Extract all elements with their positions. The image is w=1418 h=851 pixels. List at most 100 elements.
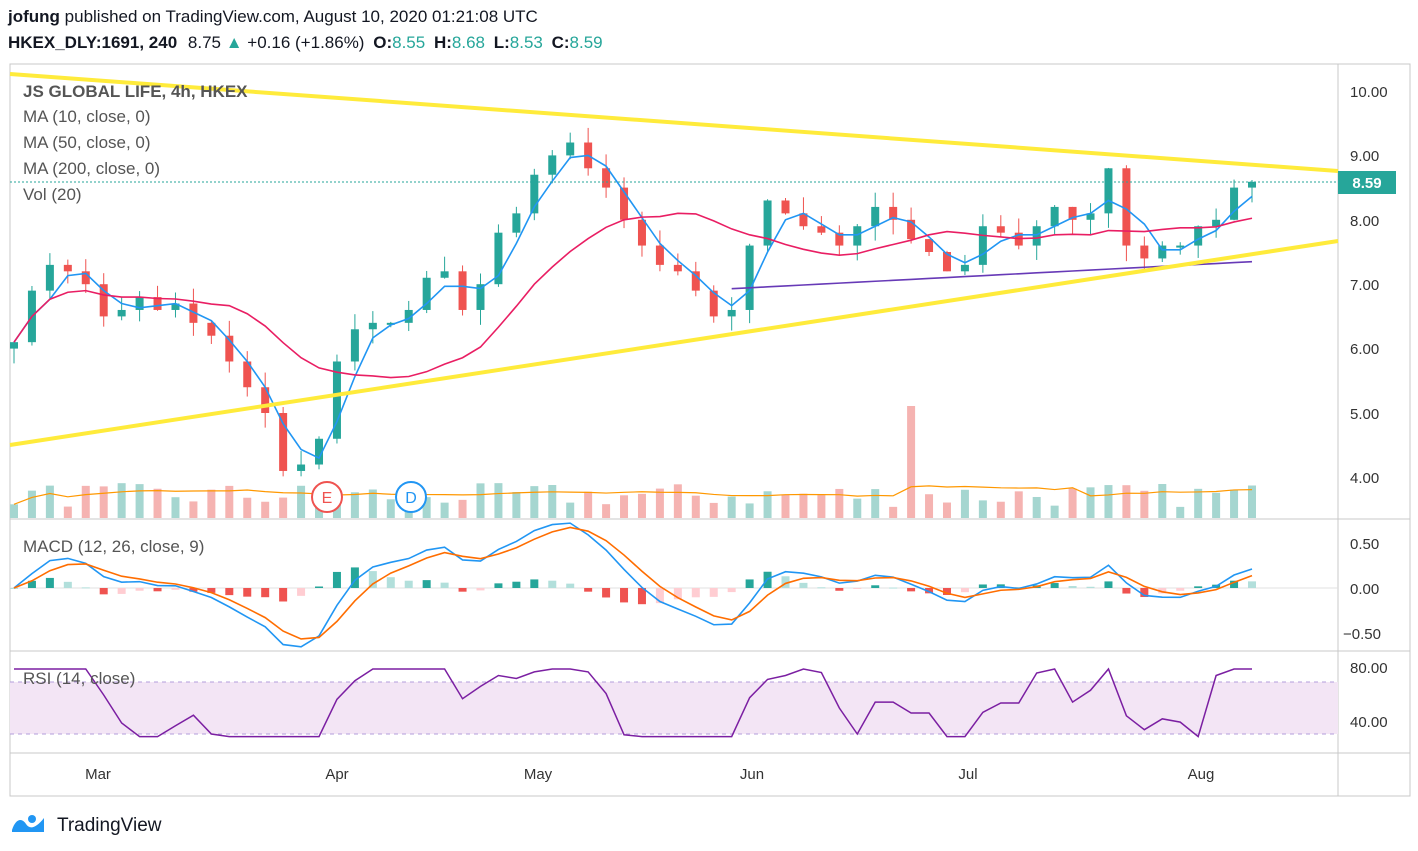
time-tick: Mar bbox=[85, 766, 111, 783]
macd-histogram-bar bbox=[458, 588, 467, 592]
candle-body bbox=[99, 284, 108, 317]
macd-histogram-bar bbox=[673, 588, 682, 600]
volume-ma-line bbox=[13, 485, 1253, 505]
candle-body bbox=[871, 206, 880, 227]
volume-bar bbox=[45, 485, 54, 518]
macd-histogram-bar bbox=[1122, 588, 1131, 594]
volume-bar bbox=[817, 495, 826, 518]
volume-bar bbox=[889, 506, 898, 518]
candle-body bbox=[1068, 206, 1077, 220]
volume-bar bbox=[960, 489, 969, 518]
candle-body bbox=[207, 322, 216, 336]
volume-bar bbox=[494, 483, 503, 518]
brand-label: TradingView bbox=[56, 815, 162, 837]
macd-histogram-bar bbox=[315, 586, 324, 588]
macd-histogram-bar bbox=[548, 580, 557, 588]
volume-bar bbox=[243, 497, 252, 518]
ma50-line bbox=[13, 212, 1253, 379]
volume-bar bbox=[673, 484, 682, 518]
macd-histogram-bar bbox=[709, 588, 718, 597]
earnings-marker[interactable]: E bbox=[311, 481, 343, 513]
macd-histogram-bar bbox=[889, 587, 898, 589]
volume-bar bbox=[1230, 489, 1239, 518]
macd-histogram-bar bbox=[1158, 588, 1167, 594]
candle-body bbox=[45, 264, 54, 291]
macd-tick: 0.00 bbox=[1350, 581, 1379, 598]
high-label: H: bbox=[433, 33, 452, 52]
volume-bar bbox=[620, 495, 629, 518]
high-value: 8.68 bbox=[451, 33, 485, 52]
candle-body bbox=[261, 387, 270, 413]
macd-histogram bbox=[10, 567, 1256, 605]
macd-axis[interactable]: 0.50 0.00 −0.50 bbox=[1343, 536, 1381, 643]
volume-bar bbox=[207, 489, 216, 518]
legend-macd[interactable]: MACD (12, 26, close, 9) bbox=[23, 537, 204, 556]
macd-histogram-bar bbox=[135, 588, 144, 591]
price-value: 8.75 bbox=[187, 33, 221, 52]
volume-bar bbox=[745, 503, 754, 518]
candle-body bbox=[1032, 226, 1041, 246]
volume-bar bbox=[1158, 484, 1167, 518]
macd-histogram-bar bbox=[745, 579, 754, 588]
rsi-axis[interactable]: 80.00 40.00 bbox=[1350, 660, 1388, 731]
price-tick: 10.00 bbox=[1350, 84, 1388, 101]
volume-bar bbox=[1104, 485, 1113, 518]
macd-histogram-bar bbox=[1140, 588, 1149, 598]
macd-histogram-bar bbox=[655, 588, 664, 604]
macd-histogram-bar bbox=[1104, 581, 1113, 588]
volume-bar bbox=[368, 489, 377, 518]
candle-body bbox=[189, 303, 198, 323]
candle-body bbox=[1194, 226, 1203, 246]
price-tick: 5.00 bbox=[1350, 406, 1379, 423]
candle-body bbox=[332, 361, 341, 439]
author-name[interactable]: jofung bbox=[8, 7, 60, 26]
upper-trendline[interactable] bbox=[9, 72, 1339, 173]
macd-histogram-bar bbox=[243, 588, 252, 597]
macd-histogram-bar bbox=[1230, 580, 1239, 588]
candle-body bbox=[171, 303, 180, 310]
volume-bar bbox=[1014, 491, 1023, 518]
candle-body bbox=[512, 213, 521, 233]
macd-histogram-bar bbox=[727, 588, 736, 593]
legend-rsi[interactable]: RSI (14, close) bbox=[23, 669, 135, 688]
low-value: 8.53 bbox=[509, 33, 543, 52]
candle-body bbox=[1158, 245, 1167, 259]
legend-ma200[interactable]: MA (200, close, 0) bbox=[23, 159, 160, 178]
macd-histogram-bar bbox=[27, 580, 36, 588]
volume-bar bbox=[63, 506, 72, 518]
candle-body bbox=[1104, 168, 1113, 214]
candle-body bbox=[1122, 168, 1131, 246]
price-axis[interactable]: 10.00 9.00 8.00 7.00 6.00 5.00 4.00 bbox=[1350, 84, 1388, 487]
earnings-marker-label: E bbox=[322, 490, 333, 507]
macd-histogram-bar bbox=[960, 588, 969, 593]
dividend-marker[interactable]: D bbox=[395, 481, 427, 513]
candle-body bbox=[530, 174, 539, 214]
candle-body bbox=[386, 322, 395, 325]
time-axis[interactable]: Mar Apr May Jun Jul Aug bbox=[85, 766, 1214, 783]
ma10-line bbox=[13, 154, 1253, 460]
lower-trendline[interactable] bbox=[9, 239, 1339, 447]
legend-ma50[interactable]: MA (50, close, 0) bbox=[23, 133, 151, 152]
candle-body bbox=[835, 232, 844, 246]
macd-histogram-bar bbox=[332, 571, 341, 588]
macd-histogram-bar bbox=[1248, 581, 1256, 588]
volume-bar bbox=[871, 489, 880, 518]
candle-body bbox=[1050, 206, 1059, 227]
candle-body bbox=[907, 219, 916, 240]
candle-body bbox=[799, 213, 808, 227]
candle-body bbox=[960, 264, 969, 272]
candle-body bbox=[153, 297, 162, 310]
candle-body bbox=[117, 309, 126, 317]
macd-histogram-bar bbox=[386, 577, 395, 588]
legend-volume[interactable]: Vol (20) bbox=[23, 185, 82, 204]
volume-bar bbox=[637, 493, 646, 518]
time-tick: Jul bbox=[958, 766, 977, 783]
time-tick: Apr bbox=[325, 766, 348, 783]
candle-body bbox=[1230, 187, 1239, 220]
macd-histogram-bar bbox=[440, 582, 449, 588]
tradingview-brand[interactable]: TradingView bbox=[10, 812, 162, 840]
volume-bar bbox=[386, 499, 395, 518]
volume-bar bbox=[1050, 505, 1059, 518]
legend-ma10[interactable]: MA (10, close, 0) bbox=[23, 107, 151, 126]
